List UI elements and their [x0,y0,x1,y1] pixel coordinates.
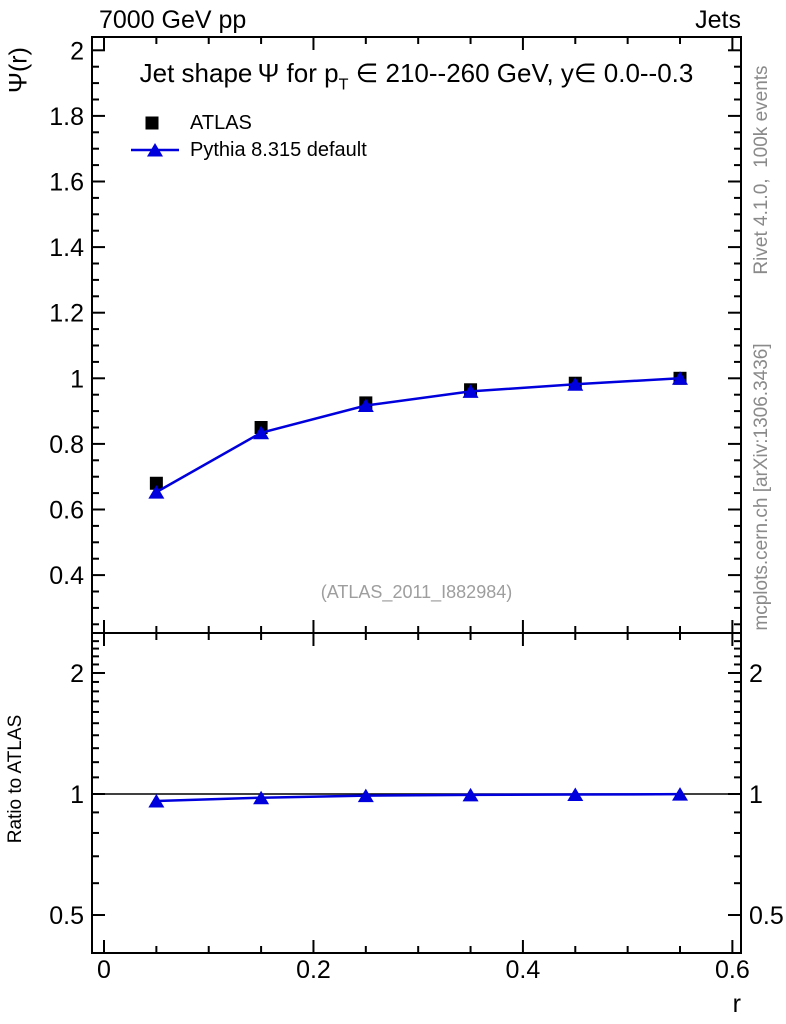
main-y-tick-label: 0.4 [49,562,84,590]
x-tick-label: 0.6 [715,956,750,984]
x-tick-label: 0 [97,956,111,984]
legend-label-pythia: Pythia 8.315 default [190,139,367,161]
main-y-tick-label: 1.8 [49,103,84,131]
ratio-data-marker [253,790,270,805]
plot-title-suffix: ∈ 210--260 GeV, y∈ 0.0--0.3 [348,58,694,88]
pythia-data-marker [462,384,479,398]
ratio-y-axis-label: Ratio to ATLAS [5,714,26,844]
main-y-tick-label: 2 [70,37,84,65]
plot-title: Jet shape Ψ for pT ∈ 210--260 GeV, y∈ 0.… [92,58,741,94]
process-label: Jets [695,6,741,34]
ratio-line [156,792,681,803]
ratio-y-tick-label: 0.5 [49,902,84,930]
rivet-version-note: Rivet 4.1.0, 100k events [751,65,772,275]
pythia-data-marker [357,398,374,413]
pythia-data-marker [672,371,689,385]
legend-label-atlas: ATLAS [190,112,252,134]
main-y-tick-label: 0.8 [49,431,84,459]
ratio-panel-frame [91,632,742,954]
plot-title-text: Jet shape Ψ for p [139,58,339,88]
pythia-data-marker [567,377,584,391]
ratio-data-marker [462,787,479,802]
beam-energy-label: 7000 GeV pp [99,6,247,34]
main-y-tick-label: 1.6 [49,169,84,197]
pythia-data-marker [253,425,270,440]
ratio-y-tick-label: 1 [70,781,84,809]
ratio-data-marker [357,788,374,803]
ratio-y-tick-label-right: 1 [749,781,763,809]
ratio-y-tick-label: 2 [70,660,84,688]
y-axis-label: Ψ(r) [4,47,33,93]
legend-pythia-marker-icon [147,143,163,157]
ratio-data-marker [567,787,584,802]
atlas-data-marker [149,476,163,490]
main-y-tick-label: 1.2 [49,300,84,328]
main-y-tick-label: 1 [70,365,84,393]
mcplots-arxiv-note: mcplots.cern.ch [arXiv:1306.3436] [751,343,772,631]
ratio-y-tick-label-right: 0.5 [749,902,784,930]
pythia-data-marker [148,485,165,499]
analysis-id-watermark: (ATLAS_2011_I882984) [320,582,513,602]
ratio-y-tick-label-right: 2 [749,660,763,688]
ratio-data-marker [672,787,689,801]
legend-atlas-marker-icon [145,116,159,130]
ratio-data-marker [148,793,165,808]
main-y-tick-label: 1.4 [49,234,84,262]
plot-title-subscript: T [338,75,349,94]
x-axis-label: r [732,990,741,1018]
main-y-tick-label: 0.6 [49,497,84,525]
x-tick-label: 0.4 [506,956,541,984]
pythia-line [155,377,681,494]
x-tick-label: 0.2 [296,956,331,984]
